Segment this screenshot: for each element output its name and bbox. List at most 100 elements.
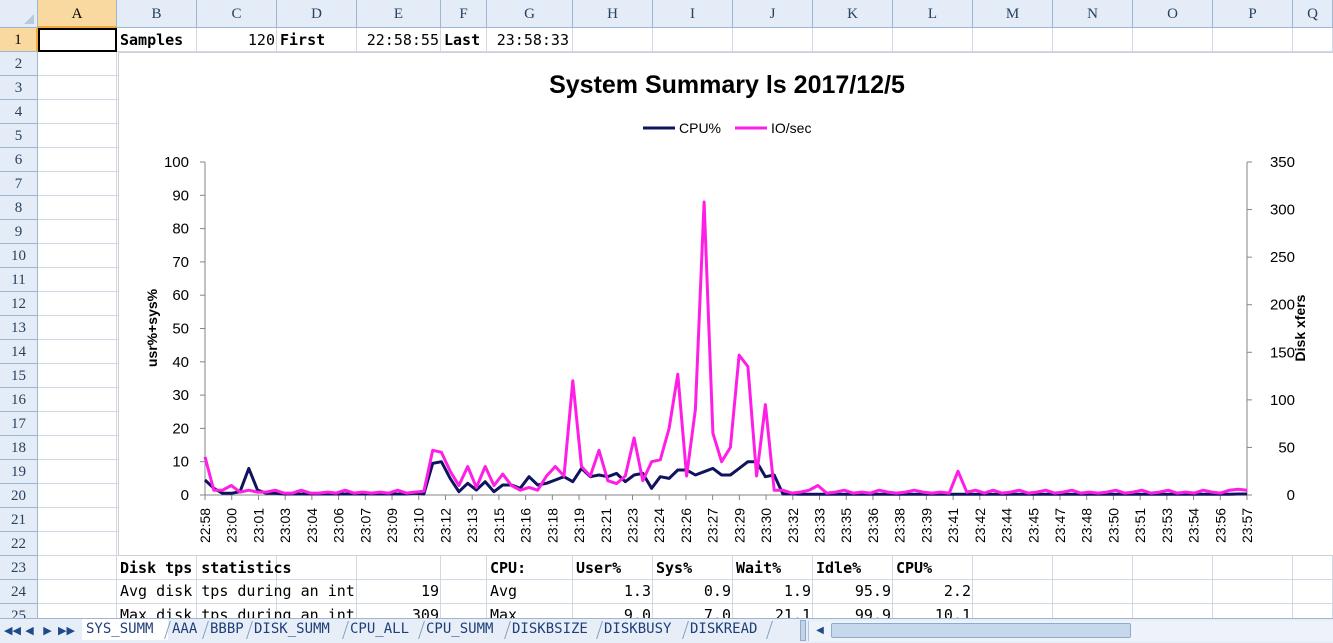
cell-L24[interactable]: 2.2 [943,582,971,600]
column-header-G[interactable]: G [487,0,573,28]
horizontal-scrollbar[interactable]: ◀ [808,621,1333,641]
row-header-4[interactable]: 4 [0,100,38,124]
sheet-tab-cpu-summ[interactable]: CPU_SUMM [426,621,494,637]
scrollbar-thumb[interactable] [831,623,1131,638]
sheet-tab-diskread[interactable]: DISKREAD [690,621,758,637]
cell-L23[interactable]: CPU% [896,559,933,577]
chart-series [203,200,1248,496]
row-header-1[interactable]: 1 [0,28,38,52]
x-tick-label: 23:27 [705,508,721,543]
cell-C1[interactable]: 120 [247,31,275,49]
row-header-19[interactable]: 19 [0,460,38,484]
cell-H24[interactable]: 1.3 [623,582,651,600]
tab-split-handle[interactable] [800,620,806,641]
row-header-8[interactable]: 8 [0,196,38,220]
cell-B25[interactable]: Max disk tps during an int [120,606,355,618]
cell-K23[interactable]: Idle% [816,559,862,577]
row-header-24[interactable]: 24 [0,580,38,604]
row-header-17[interactable]: 17 [0,412,38,436]
x-tick-label: 23:35 [838,508,854,543]
row-header-5[interactable]: 5 [0,124,38,148]
cell-G23[interactable]: CPU: [490,559,527,577]
last-sheet-icon[interactable]: ▶▶ [58,624,75,637]
row-header-20[interactable]: 20 [0,484,38,508]
sheet-tab-diskbsize[interactable]: DISKBSIZE [512,621,588,637]
row-header-18[interactable]: 18 [0,436,38,460]
row-header-23[interactable]: 23 [0,556,38,580]
column-header-B[interactable]: B [117,0,197,28]
x-tick-label: 23:10 [411,508,427,543]
row-header-14[interactable]: 14 [0,340,38,364]
row-header-6[interactable]: 6 [0,148,38,172]
row-header-2[interactable]: 2 [0,52,38,76]
row-header-13[interactable]: 13 [0,316,38,340]
cell-L25[interactable]: 10.1 [934,606,971,618]
cell-G24[interactable]: Avg [490,582,518,600]
cell-K24[interactable]: 95.9 [854,582,891,600]
next-sheet-icon[interactable]: ▶ [43,624,52,637]
column-header-N[interactable]: N [1053,0,1133,28]
cell-G25[interactable]: Max [490,606,518,618]
row-header-10[interactable]: 10 [0,244,38,268]
cell-J23[interactable]: Wait% [736,559,782,577]
cell-J25[interactable]: 21.1 [774,606,811,618]
column-header-F[interactable]: F [441,0,487,28]
sheet-tab-sys-summ[interactable]: SYS_SUMM [82,619,168,640]
prev-sheet-icon[interactable]: ◀ [25,624,34,637]
select-all-corner[interactable] [0,0,38,28]
row-header-7[interactable]: 7 [0,172,38,196]
cell-E24[interactable]: 19 [420,582,439,600]
cell-H25[interactable]: 9.0 [623,606,651,618]
active-cell-A1[interactable] [38,28,117,52]
column-header-C[interactable]: C [197,0,277,28]
column-header-D[interactable]: D [277,0,357,28]
system-summary-chart[interactable]: System Summary ls 2017/12/5 CPU% IO/sec … [118,52,1333,556]
scroll-left-icon[interactable]: ◀ [816,625,824,636]
x-tick-label: 23:19 [571,508,587,543]
row-header-15[interactable]: 15 [0,364,38,388]
row-header-21[interactable]: 21 [0,508,38,532]
column-header-E[interactable]: E [357,0,441,28]
cell-F1[interactable]: Last [444,31,481,49]
sheet-tab-disk-summ[interactable]: DISK_SUMM [254,621,330,637]
x-tick-label: 23:45 [1025,508,1041,543]
cell-I23[interactable]: Sys% [656,559,693,577]
sheet-tab-cpu-all[interactable]: CPU_ALL [350,621,410,637]
row-header-16[interactable]: 16 [0,388,38,412]
column-header-P[interactable]: P [1213,0,1293,28]
cell-I24[interactable]: 0.9 [703,582,731,600]
column-header-H[interactable]: H [573,0,653,28]
cell-D1[interactable]: First [280,31,326,49]
sheet-tab-bbbp[interactable]: BBBP [210,621,244,637]
row-header-25[interactable]: 25 [0,604,38,618]
cell-K25[interactable]: 99.9 [854,606,891,618]
cell-B1[interactable]: Samples [120,31,184,49]
column-header-M[interactable]: M [973,0,1053,28]
row-header-12[interactable]: 12 [0,292,38,316]
cell-E1[interactable]: 22:58:55 [366,31,439,49]
row-header-9[interactable]: 9 [0,220,38,244]
cell-J24[interactable]: 1.9 [783,582,811,600]
cell-I25[interactable]: 7.0 [703,606,731,618]
column-header-K[interactable]: K [813,0,893,28]
column-header-L[interactable]: L [893,0,973,28]
column-header-Q[interactable]: Q [1293,0,1333,28]
row-header-11[interactable]: 11 [0,268,38,292]
column-header-A[interactable]: A [38,0,117,28]
cell-H23[interactable]: User% [576,559,622,577]
cell-B23[interactable]: Disk tps statistics [120,559,292,577]
grid-hline [38,603,1333,604]
sheet-tab-aaa[interactable]: AAA [172,621,198,637]
column-header-J[interactable]: J [733,0,813,28]
y-tick-label: 0 [181,487,189,504]
row-header-22[interactable]: 22 [0,532,38,556]
cell-B24[interactable]: Avg disk tps during an int [120,582,355,600]
column-header-O[interactable]: O [1133,0,1213,28]
cell-E25[interactable]: 309 [411,606,439,618]
column-header-I[interactable]: I [653,0,733,28]
cell-G1[interactable]: 23:58:33 [496,31,569,49]
row-header-3[interactable]: 3 [0,76,38,100]
x-tick-label: 23:16 [518,508,534,543]
first-sheet-icon[interactable]: ◀◀ [4,624,21,637]
sheet-tab-diskbusy[interactable]: DISKBUSY [604,621,672,637]
